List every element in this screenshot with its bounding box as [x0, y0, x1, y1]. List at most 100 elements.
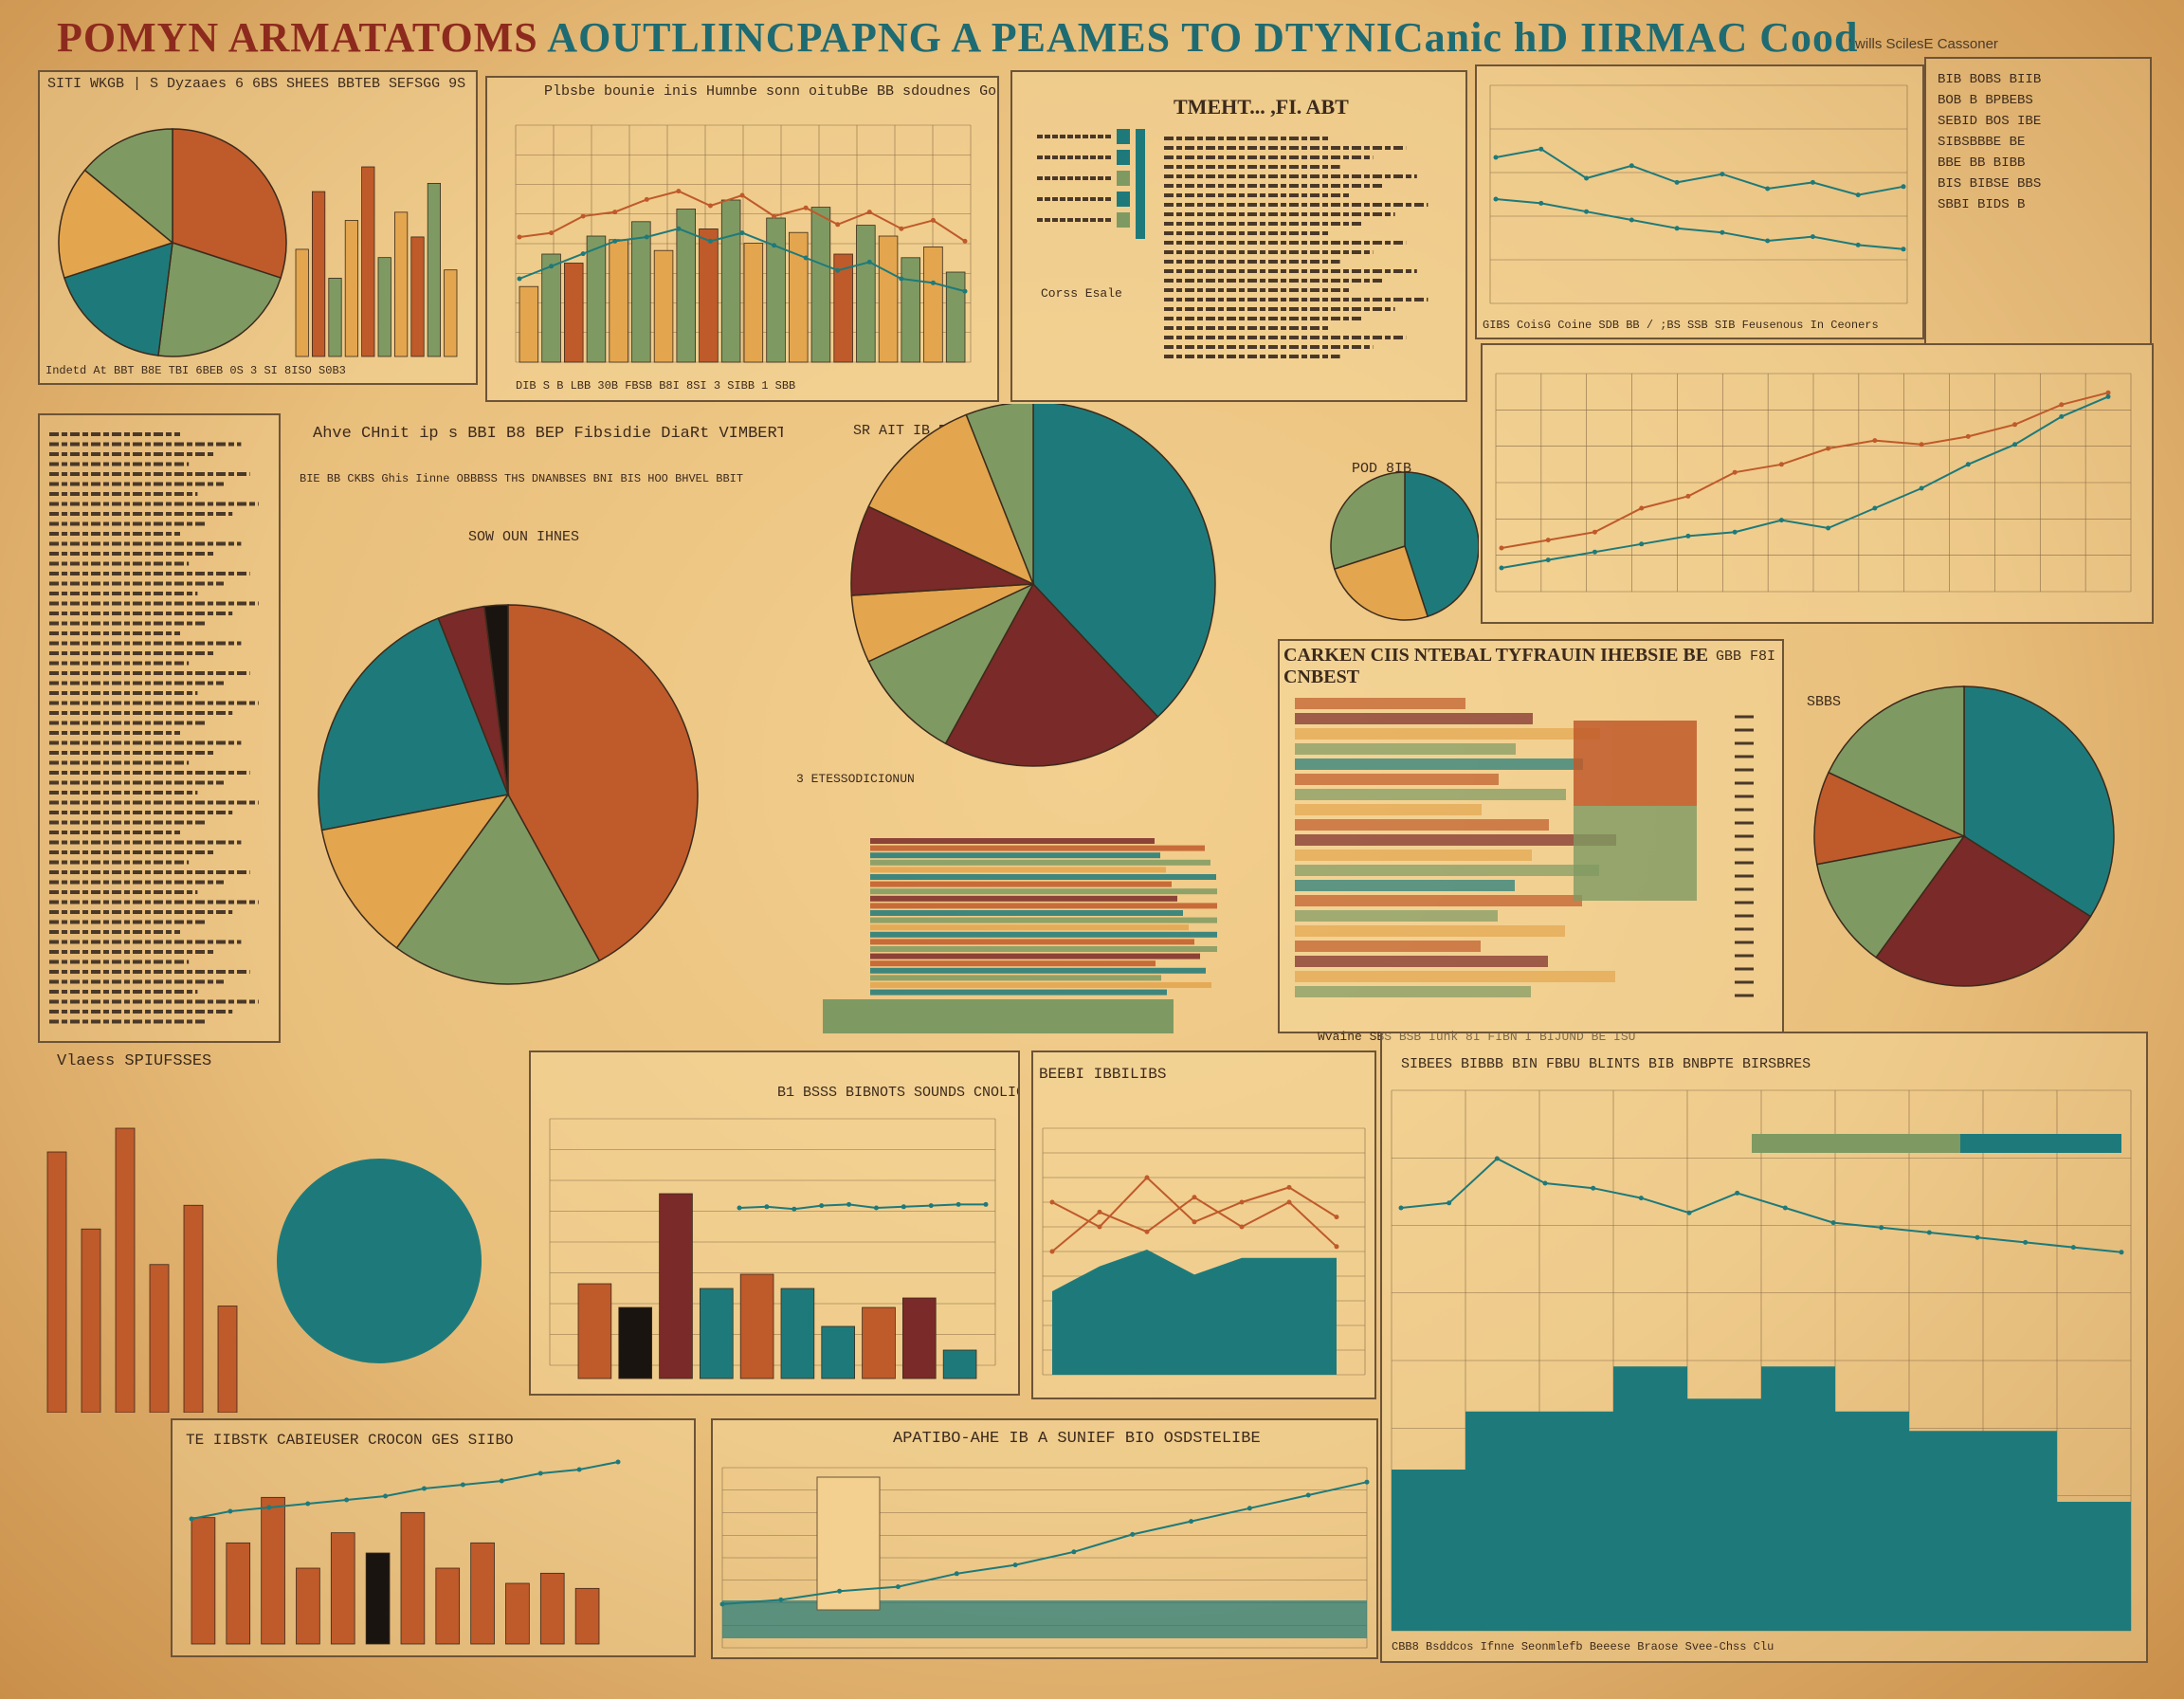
bottom-center-bars-bar: [942, 1349, 977, 1379]
cr-strip: [1295, 941, 1481, 952]
top-center-bars-with-lines-bar: [923, 246, 943, 363]
panel-bottom-center-wide-chart: [719, 1467, 1370, 1649]
bm-line-1-point: [1239, 1199, 1245, 1205]
rm-line-1-point: [1778, 462, 1784, 467]
panel-top-text-note: Corss Esale: [1041, 286, 1122, 301]
cr-strip: [1295, 743, 1516, 755]
panel-top-center-chart: [515, 124, 972, 363]
bottom-center-bars-bar: [739, 1273, 774, 1379]
center-pie-slice: [1032, 404, 1216, 719]
panel-bottom-left: Vlaess SPIUFSSES: [38, 1052, 512, 1413]
top-center-bars-with-lines-bar: [788, 231, 809, 363]
center-strip: [870, 845, 1205, 851]
panel-top-right-chart: [1489, 84, 1908, 304]
panel-top-center-axis: DIB S B LBB 30B FBSB B8I 8SI 3 SIBB 1 SB…: [516, 379, 796, 393]
p3-legend-swatch: [1117, 212, 1130, 228]
panel-bottom-left-caption: Vlaess SPIUFSSES: [57, 1052, 212, 1070]
bottom-left-wide-bars-bar: [470, 1542, 495, 1645]
rm-line-1-point: [1499, 545, 1504, 551]
rm-line-2-point: [1499, 565, 1504, 571]
panel-small-pie: POD 8IB: [1327, 461, 1479, 622]
title-part-1: POMYN ARMATATOMS: [57, 14, 538, 61]
rm-line-2-point: [1685, 533, 1691, 539]
bottom-left-bars-bar: [217, 1306, 238, 1413]
tc-line-1-point: [676, 189, 682, 194]
tc-line-2-point: [930, 280, 936, 285]
top-center-bars-with-lines-bar: [653, 249, 674, 363]
cr-strip: [1295, 774, 1499, 785]
bottom-left-wide-bars-bar: [574, 1587, 600, 1645]
rm-line-1-point: [2012, 422, 2018, 428]
bcw-line-point: [719, 1601, 725, 1607]
rm-line-2-point: [1639, 541, 1645, 547]
center-strip: [870, 903, 1217, 909]
panel-center-strips-chart: [823, 838, 1217, 1033]
panel-right-pie: SBBS: [1788, 656, 2148, 1007]
bc-line-point: [901, 1204, 906, 1210]
bm-area: [1052, 1250, 1337, 1375]
bcw-line-point: [1012, 1562, 1018, 1568]
top-left-bars-bar: [328, 277, 342, 357]
tc-line-1-point: [866, 210, 872, 215]
tc-line-2-point: [612, 238, 618, 244]
bottom-center-bars-bar: [699, 1288, 734, 1379]
panel-small-pie-chart: [1330, 471, 1479, 621]
top-left-pie-slice: [83, 128, 173, 245]
right-pie-slice: [1815, 834, 1966, 959]
tr-line-1-point: [1493, 155, 1499, 160]
br-line: [1400, 1157, 2122, 1253]
p3-legend-swatch: [1117, 171, 1130, 186]
center-pie-slice: [850, 505, 1034, 596]
tr-line-2-point: [1493, 196, 1499, 202]
bottom-center-bars-bar: [821, 1325, 855, 1379]
tc-line-2-point: [644, 234, 649, 240]
bc-line-point: [764, 1204, 770, 1210]
top-center-bars-with-lines-bar: [945, 271, 966, 363]
center-pie-slice: [965, 404, 1034, 585]
panel-top-right: GIBS CoisG Coine SDB BB / ;BS SSB SIB Fe…: [1475, 64, 1924, 339]
right-pie-slice: [1813, 771, 1967, 866]
tc-line-1-point: [612, 210, 618, 215]
br-line-point: [1494, 1156, 1500, 1161]
bm-line-2-point: [1334, 1244, 1339, 1250]
bottom-left-wide-bars-bar: [505, 1582, 530, 1645]
bcw-line-point: [1247, 1506, 1252, 1511]
bottom-left-wide-bars-bar: [539, 1572, 565, 1645]
top-center-bars-with-lines-bar: [631, 221, 651, 363]
panel-bottom-middle-chart: [1042, 1127, 1366, 1376]
br-line-point: [1447, 1200, 1452, 1206]
tr-line-1-point: [1674, 179, 1680, 185]
center-strip: [870, 982, 1211, 988]
tc-line-1-point: [739, 192, 745, 198]
bm-line-1-point: [1144, 1175, 1150, 1180]
bc-line-point: [928, 1203, 934, 1209]
center-pie-slice: [944, 582, 1159, 767]
rm-line-1-point: [1919, 442, 1924, 448]
bottom-left-bars-bar: [46, 1151, 67, 1413]
panel-bottom-left-wide-chart: [189, 1459, 621, 1645]
br-line-point: [1542, 1180, 1548, 1186]
small-pie-slice: [1333, 545, 1429, 621]
panel-top-left: SITI WKGB | S Dyzaaes 6 6BS SHEES BBTEB …: [38, 70, 478, 385]
top-left-bars-bar: [444, 269, 458, 357]
bm-line-1-point: [1334, 1215, 1339, 1220]
br-line-point: [1686, 1210, 1692, 1215]
tc-line-1-point: [517, 234, 522, 240]
bc-line-point: [737, 1205, 742, 1211]
rm-line-2: [1501, 395, 2109, 569]
panel-center-left-pie: Ahve CHnit ip s BBI B8 BEP Fibsidie DiaR…: [290, 415, 783, 1041]
top-left-pie-slice: [58, 169, 174, 280]
cr-strip: [1295, 698, 1465, 709]
center-strip: [870, 967, 1206, 974]
rm-line-2-point: [2059, 413, 2065, 419]
center-left-pie-slice: [507, 604, 699, 962]
top-center-bars-with-lines-bar: [878, 235, 899, 363]
right-list-row: BIB BOBS BIIB: [1938, 72, 2042, 87]
tr-line-2-point: [1538, 200, 1544, 206]
bcw-line-point: [1071, 1549, 1077, 1555]
tr-line-2-point: [1810, 234, 1815, 240]
panel-top-left-chart: [58, 128, 458, 357]
cr-strip: [1295, 804, 1482, 815]
bottom-left-wide-bars-bar: [226, 1542, 251, 1645]
cr-strip: [1295, 956, 1548, 967]
